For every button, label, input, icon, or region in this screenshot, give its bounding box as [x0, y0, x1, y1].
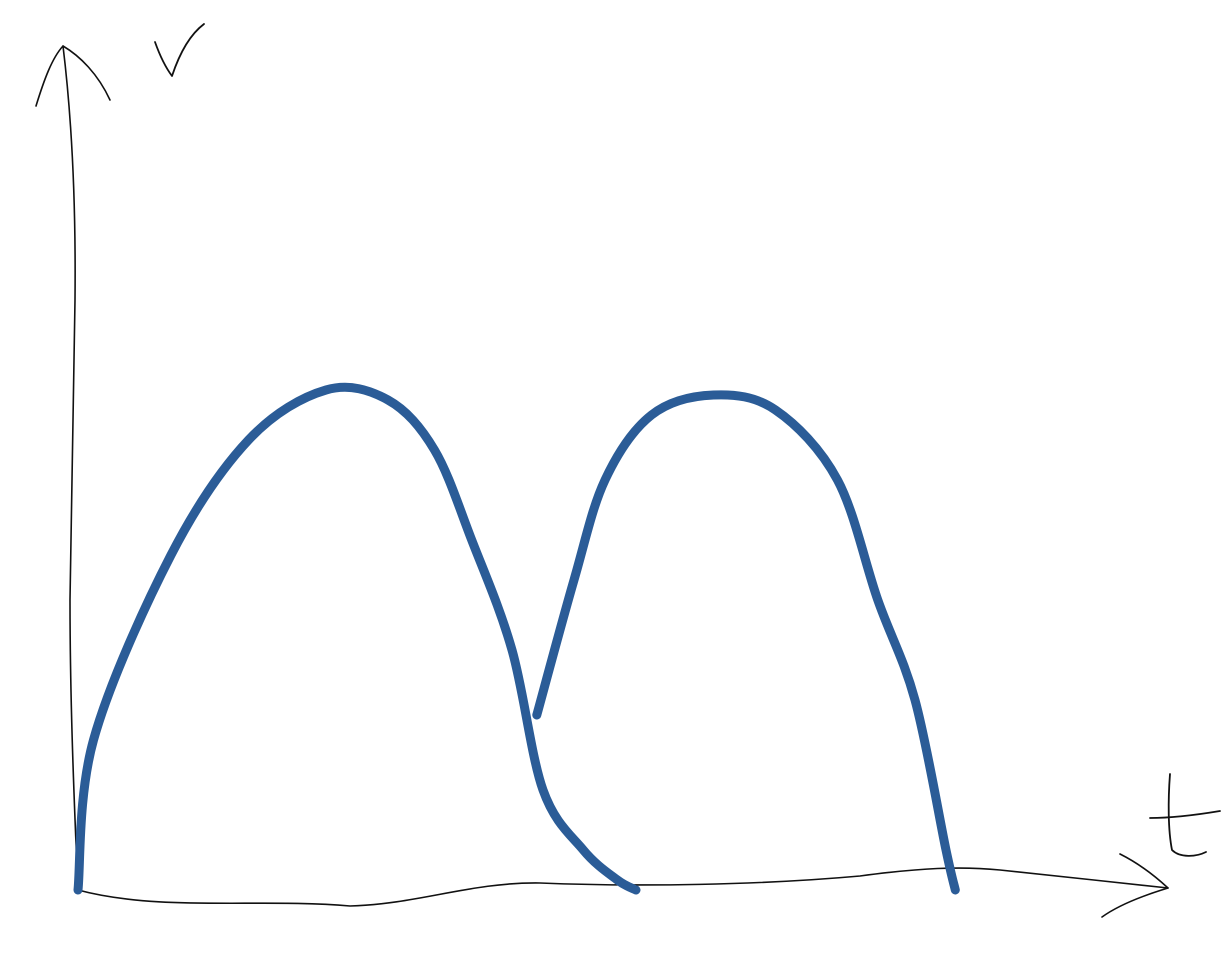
x-axis-arrowhead: [1101, 853, 1169, 918]
x-axis-label: t: [1149, 773, 1221, 857]
x-axis: [77, 867, 1169, 907]
y-axis-arrowhead: [35, 45, 111, 107]
series-1-segment-2: [532, 390, 960, 895]
svg-text:v: v: [172, 59, 173, 61]
y-axis-label: v: [154, 23, 205, 77]
series-1-segment-1: [73, 382, 641, 895]
series-group: [73, 382, 960, 895]
y-axis: [62, 45, 79, 891]
svg-text:t: t: [1180, 818, 1181, 821]
